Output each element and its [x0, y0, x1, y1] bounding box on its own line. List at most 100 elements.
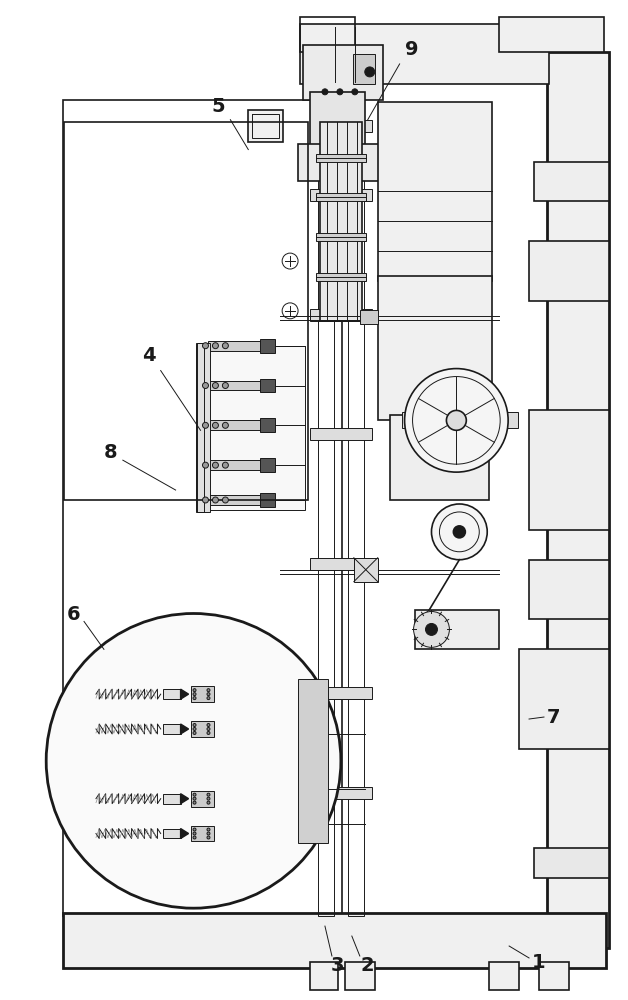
Circle shape — [414, 612, 450, 647]
Bar — [354, 558, 377, 582]
Bar — [190, 826, 214, 841]
Bar — [163, 794, 181, 804]
Text: 2: 2 — [361, 956, 374, 975]
Circle shape — [207, 793, 210, 796]
Bar — [260, 339, 275, 353]
Bar — [360, 564, 377, 578]
Bar — [208, 420, 263, 430]
Bar — [63, 913, 605, 968]
Bar — [316, 193, 365, 201]
Bar — [310, 687, 372, 699]
Bar — [190, 721, 214, 737]
Bar — [315, 147, 360, 162]
Circle shape — [222, 497, 229, 503]
Circle shape — [193, 828, 196, 831]
Bar — [252, 114, 279, 138]
Bar — [318, 50, 334, 916]
Bar — [163, 829, 181, 838]
Circle shape — [212, 462, 219, 468]
Circle shape — [202, 462, 208, 468]
Circle shape — [202, 497, 208, 503]
Bar — [208, 495, 263, 505]
Bar — [208, 341, 263, 351]
Circle shape — [404, 369, 508, 472]
Bar — [300, 17, 355, 52]
Bar — [414, 610, 499, 649]
Bar — [163, 689, 181, 699]
Circle shape — [202, 422, 208, 428]
Bar — [190, 791, 214, 807]
Circle shape — [193, 724, 196, 726]
Circle shape — [212, 497, 219, 503]
Circle shape — [453, 526, 465, 538]
Circle shape — [193, 727, 196, 730]
Circle shape — [193, 793, 196, 796]
Bar — [310, 962, 338, 990]
Bar — [310, 558, 372, 570]
Circle shape — [193, 801, 196, 804]
Bar — [208, 460, 263, 470]
Circle shape — [222, 343, 229, 349]
Circle shape — [193, 836, 196, 839]
Polygon shape — [181, 689, 188, 699]
Bar — [529, 560, 609, 619]
Text: 3: 3 — [331, 956, 345, 975]
Circle shape — [222, 383, 229, 388]
Bar — [402, 412, 414, 428]
Circle shape — [207, 801, 210, 804]
Circle shape — [207, 693, 210, 696]
Bar — [547, 52, 609, 948]
Circle shape — [322, 89, 328, 95]
Circle shape — [207, 727, 210, 730]
Bar — [519, 649, 609, 749]
Bar — [208, 381, 263, 390]
Text: 8: 8 — [104, 443, 117, 462]
Bar — [195, 343, 210, 512]
Bar — [310, 120, 372, 132]
Bar — [353, 54, 375, 84]
Circle shape — [207, 731, 210, 734]
Bar — [310, 787, 372, 799]
Circle shape — [212, 343, 219, 349]
Bar — [163, 724, 181, 734]
Circle shape — [365, 67, 375, 77]
Text: 9: 9 — [405, 40, 418, 59]
Circle shape — [222, 462, 229, 468]
Bar — [534, 162, 609, 201]
Bar — [298, 144, 387, 181]
Bar — [303, 45, 382, 100]
Bar — [248, 110, 283, 142]
Bar — [260, 493, 275, 507]
Bar — [529, 241, 609, 301]
Bar — [310, 92, 365, 152]
Circle shape — [193, 731, 196, 734]
Bar — [389, 415, 489, 500]
Circle shape — [46, 613, 341, 908]
Circle shape — [431, 504, 487, 560]
Circle shape — [202, 383, 208, 388]
Bar — [506, 412, 518, 428]
Circle shape — [193, 689, 196, 692]
Bar — [489, 962, 519, 990]
Polygon shape — [181, 829, 188, 838]
Bar — [316, 273, 365, 281]
Bar — [360, 310, 377, 324]
Bar — [197, 343, 205, 512]
Bar — [63, 100, 342, 916]
Bar — [310, 309, 372, 321]
Polygon shape — [181, 724, 188, 734]
Bar — [377, 276, 492, 420]
Bar — [316, 233, 365, 241]
Bar — [298, 679, 328, 843]
Bar — [348, 50, 364, 916]
Bar — [64, 122, 308, 500]
Bar — [310, 428, 372, 440]
Text: 7: 7 — [547, 708, 561, 727]
Bar — [300, 24, 549, 84]
Bar — [499, 17, 604, 52]
Bar — [260, 458, 275, 472]
Bar — [377, 102, 492, 281]
Circle shape — [207, 797, 210, 800]
Bar — [345, 962, 375, 990]
Bar — [260, 418, 275, 432]
